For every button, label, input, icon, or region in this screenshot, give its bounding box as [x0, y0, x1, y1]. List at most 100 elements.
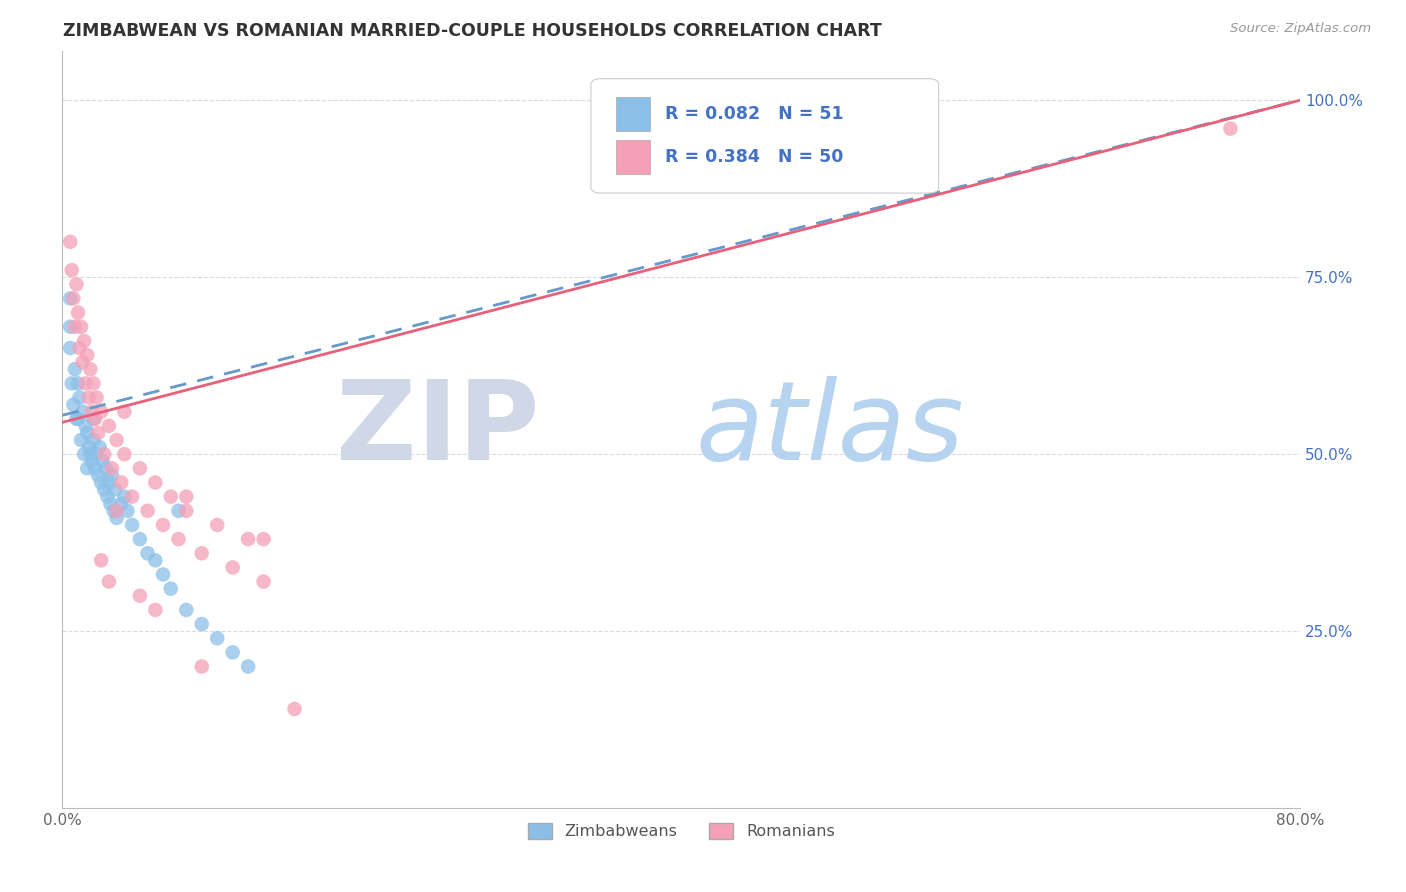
Point [63, 362, 86, 376]
Legend: Zimbabweans, Romanians: Zimbabweans, Romanians [522, 816, 841, 846]
Point [73, 334, 96, 348]
Point [76, 461, 98, 475]
Point [128, 461, 150, 475]
Point [91, 454, 114, 468]
Point [69, 341, 91, 355]
Point [110, 497, 132, 511]
Point [89, 440, 111, 454]
Point [174, 504, 197, 518]
Point [152, 518, 174, 533]
Point [90, 405, 112, 419]
Point [101, 468, 124, 483]
Point [87, 425, 110, 440]
Point [1219, 121, 1241, 136]
Point [252, 574, 274, 589]
Point [76, 348, 98, 362]
Point [100, 497, 122, 511]
Text: ZIMBABWEAN VS ROMANIAN MARRIED-COUPLE HOUSEHOLDS CORRELATION CHART: ZIMBABWEAN VS ROMANIAN MARRIED-COUPLE HO… [63, 22, 882, 40]
Point [79, 447, 101, 461]
Point [190, 617, 212, 632]
Point [97, 574, 120, 589]
Text: ZIP: ZIP [336, 376, 538, 483]
Point [117, 504, 139, 518]
Point [86, 391, 108, 405]
Point [86, 447, 108, 461]
Point [66, 305, 89, 319]
Bar [616, 96, 651, 130]
Point [59, 235, 82, 249]
Text: R = 0.082   N = 51: R = 0.082 N = 51 [665, 104, 844, 122]
Point [94, 461, 117, 475]
Point [65, 411, 87, 425]
Point [70, 319, 93, 334]
Point [93, 483, 115, 497]
Point [75, 376, 97, 391]
Point [221, 560, 243, 574]
Point [143, 603, 166, 617]
Point [101, 461, 124, 475]
Point [97, 475, 120, 490]
Point [112, 405, 135, 419]
FancyBboxPatch shape [591, 78, 939, 193]
Point [80, 454, 103, 468]
Point [174, 490, 197, 504]
Point [112, 447, 135, 461]
Point [283, 702, 305, 716]
Point [103, 504, 125, 518]
Point [84, 411, 107, 425]
Point [236, 532, 259, 546]
Point [77, 440, 100, 454]
Text: Source: ZipAtlas.com: Source: ZipAtlas.com [1230, 22, 1371, 36]
Point [167, 504, 190, 518]
Point [143, 553, 166, 567]
Point [159, 582, 181, 596]
Point [112, 490, 135, 504]
Point [72, 405, 94, 419]
Point [205, 518, 228, 533]
Point [66, 411, 89, 425]
Point [128, 589, 150, 603]
Point [69, 391, 91, 405]
Bar [616, 140, 651, 174]
Point [93, 447, 115, 461]
Point [82, 376, 104, 391]
Point [63, 319, 86, 334]
Point [82, 433, 104, 447]
Point [121, 490, 143, 504]
Point [70, 433, 93, 447]
Point [105, 511, 128, 525]
Point [97, 418, 120, 433]
Point [143, 475, 166, 490]
Point [73, 447, 96, 461]
Point [66, 376, 89, 391]
Point [60, 263, 83, 277]
Point [110, 475, 132, 490]
Point [84, 461, 107, 475]
Point [75, 418, 97, 433]
Point [105, 504, 128, 518]
Point [121, 518, 143, 533]
Point [159, 490, 181, 504]
Point [77, 391, 100, 405]
Point [236, 659, 259, 673]
Point [128, 532, 150, 546]
Point [167, 532, 190, 546]
Point [252, 532, 274, 546]
Point [62, 292, 84, 306]
Point [96, 490, 118, 504]
Point [190, 546, 212, 560]
Point [174, 603, 197, 617]
Point [104, 483, 127, 497]
Text: R = 0.384   N = 50: R = 0.384 N = 50 [665, 148, 844, 166]
Point [72, 355, 94, 369]
Point [76, 425, 98, 440]
Point [90, 553, 112, 567]
Point [79, 362, 101, 376]
Point [62, 398, 84, 412]
Point [190, 659, 212, 673]
Point [105, 433, 128, 447]
Point [59, 341, 82, 355]
Point [136, 546, 159, 560]
Point [136, 504, 159, 518]
Point [80, 405, 103, 419]
